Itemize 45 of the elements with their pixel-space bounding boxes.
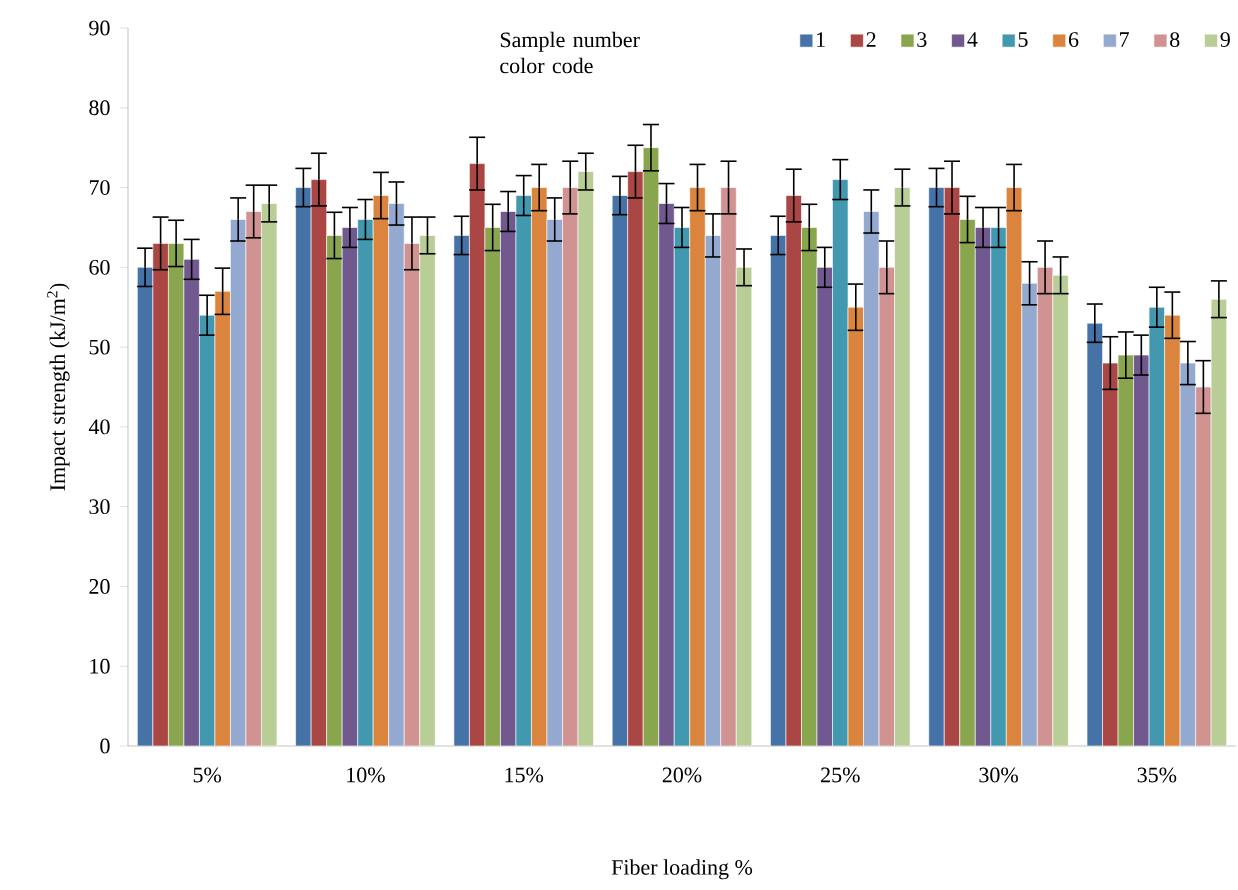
y-tick-label: 50 [89,339,110,355]
x-tick-label: 30% [979,767,1018,783]
bar [1052,275,1069,746]
x-tick-label: 35% [1137,767,1177,783]
bar [959,219,976,746]
x-tick-label: 5% [193,767,222,783]
legend-label: 6 [1068,32,1079,47]
bar [357,219,374,746]
y-tick-label: 30 [89,499,110,515]
x-tick-label: 10% [347,767,385,783]
bar [1021,282,1038,746]
bar [453,235,470,746]
legend-label: 8 [1170,32,1180,48]
y-tick-label: 60 [89,259,110,275]
x-axis-title: Fiber loading % [611,859,753,880]
bar [928,187,945,746]
bar [388,203,405,746]
y-tick-label: 10 [90,658,110,674]
bar [720,187,737,746]
bar [295,187,312,746]
y-axis-title: Impact strength (kJ/m$^{2}$) [47,283,70,491]
bar [627,171,644,746]
legend-label: 4 [967,32,978,47]
legend-label: 5 [1018,32,1028,47]
bar [658,203,675,746]
x-tick-label: 20% [662,767,702,783]
bar [484,227,501,746]
y-tick-label: 70 [89,180,110,195]
legend-label: 1 [817,32,825,47]
bar [689,187,706,746]
x-tick-label: 15% [505,767,544,783]
y-tick-label: 20 [89,579,110,594]
y-tick-label: 90 [89,20,110,36]
bar [419,235,436,746]
legend-label: 9 [1220,32,1230,47]
bar [990,227,1007,746]
legend-label: 7 [1120,32,1129,47]
legend-label: 3 [917,32,927,47]
x-tick-label: 25% [821,767,860,783]
y-tick-label: 80 [89,100,110,116]
legend-title: Sample number color code [500,31,640,74]
y-tick-label: 0 [100,738,110,754]
bar [326,235,343,746]
legend-label: 2 [866,32,876,47]
y-tick-label: 40 [88,419,110,435]
